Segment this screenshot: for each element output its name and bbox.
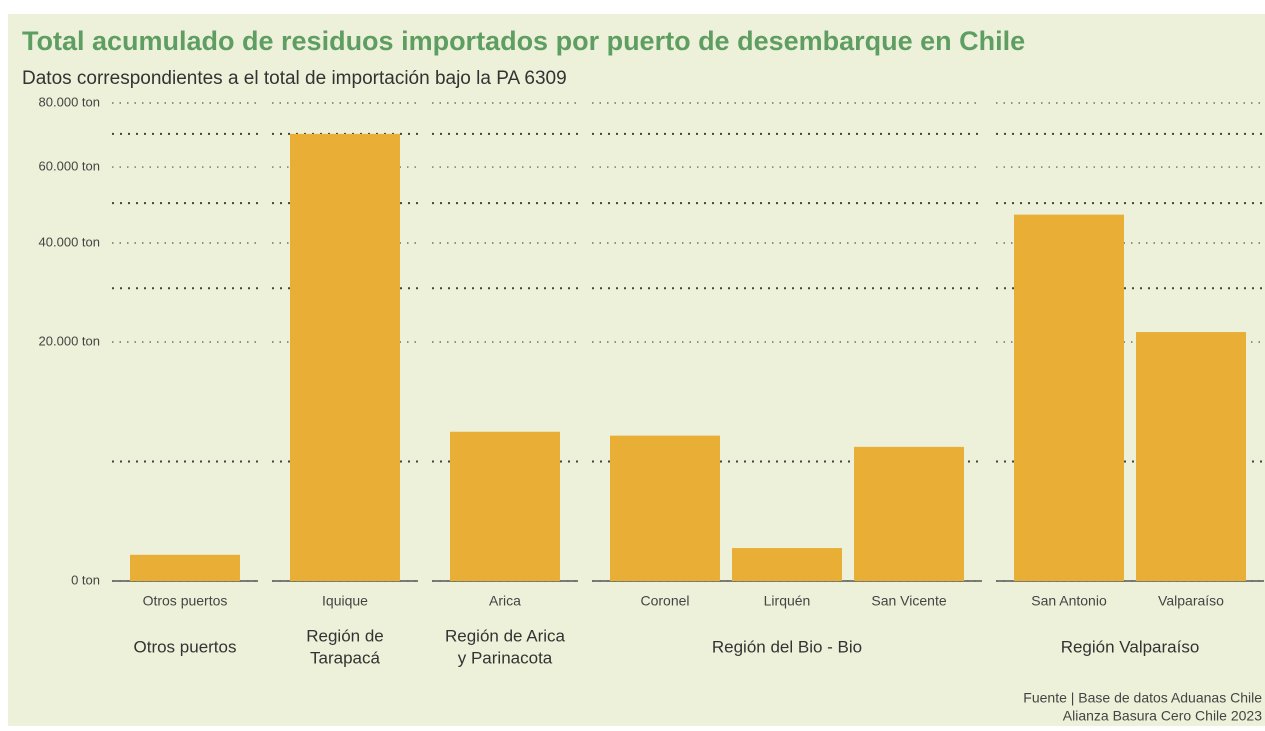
y-tick-label: 40.000 ton	[39, 234, 100, 249]
caption: Alianza Basura Cero Chile 2023	[1063, 708, 1262, 724]
x-tick-label: Otros puertos	[143, 593, 228, 609]
caption: Fuente | Base de datos Aduanas Chile	[1023, 690, 1262, 706]
x-tick-label: Iquique	[322, 593, 368, 609]
bar	[1014, 214, 1124, 581]
bar	[854, 446, 964, 581]
bar	[610, 435, 720, 581]
y-tick-label: 80.000 ton	[39, 94, 100, 109]
facet-label: y Parinacota	[458, 648, 553, 667]
bar	[290, 133, 400, 581]
y-tick-label: 20.000 ton	[39, 333, 100, 348]
chart-subtitle: Datos correspondientes a el total de imp…	[22, 68, 567, 89]
x-tick-label: San Vicente	[871, 593, 946, 609]
x-tick-label: Valparaíso	[1158, 593, 1224, 609]
facet-label: Región Valparaíso	[1061, 637, 1200, 656]
chart-title: Total acumulado de residuos importados p…	[22, 26, 1025, 56]
bar	[450, 431, 560, 581]
bar	[130, 554, 240, 581]
facet-label: Otros puertos	[134, 637, 237, 656]
x-tick-label: San Antonio	[1031, 593, 1107, 609]
facet-label: Región de Arica	[445, 626, 566, 645]
facet-label: Región de	[306, 626, 384, 645]
bar	[1136, 332, 1246, 581]
facet-label: Región del Bio - Bio	[712, 637, 862, 656]
x-tick-label: Arica	[489, 593, 521, 609]
x-tick-label: Coronel	[640, 593, 689, 609]
y-tick-label: 0 ton	[71, 572, 100, 587]
facet-label: Tarapacá	[310, 648, 380, 667]
y-tick-label: 60.000 ton	[39, 158, 100, 173]
x-tick-label: Lirquén	[764, 593, 811, 609]
bar	[732, 548, 842, 581]
